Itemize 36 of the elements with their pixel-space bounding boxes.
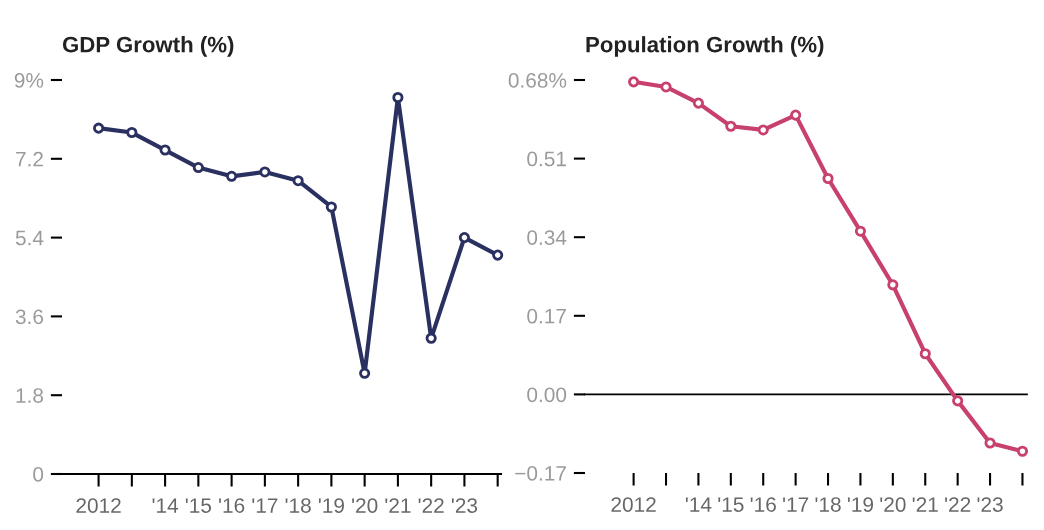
- y-tick-label: 9%: [14, 73, 44, 88]
- y-tick-label: 0.00: [527, 387, 567, 403]
- x-tick-label: '14: [152, 498, 179, 513]
- y-tick-label: 0.68%: [508, 73, 567, 88]
- x-tick-label: '22: [418, 498, 444, 513]
- x-tick-label: '22: [945, 497, 971, 512]
- x-tick-label: '19: [318, 498, 344, 513]
- y-tick-label: 7.2: [16, 151, 43, 167]
- x-tick-label: '16: [219, 498, 245, 513]
- y-tick-label: 3.6: [15, 309, 44, 325]
- x-tick-label: '21: [912, 497, 938, 512]
- x-tick-label: '20: [880, 497, 906, 512]
- y-tick-label: 5.4: [15, 230, 44, 246]
- x-tick-label: '21: [385, 498, 411, 513]
- y-tick-label: 0.51: [527, 151, 566, 167]
- x-tick-label: '16: [750, 497, 776, 512]
- x-tick-label: 2012: [611, 497, 656, 512]
- y-tick-label: 0.17: [527, 308, 566, 324]
- chart-title: GDP Growth (%): [62, 36, 234, 57]
- x-tick-label: 2012: [76, 498, 121, 513]
- y-tick-label: −0.17: [515, 466, 566, 481]
- x-tick-label: '23: [451, 498, 478, 513]
- x-tick-label: '23: [977, 497, 1003, 512]
- x-tick-label: '19: [847, 497, 874, 512]
- x-tick-label: '18: [815, 497, 841, 512]
- y-tick-label: 0.34: [527, 230, 567, 245]
- x-tick-label: '17: [783, 497, 809, 512]
- y-tick-label: 1.8: [16, 388, 44, 403]
- y-tick-label: 0: [33, 467, 44, 482]
- x-tick-label: '15: [185, 498, 212, 513]
- x-tick-label: '20: [352, 498, 378, 513]
- x-tick-label: '15: [718, 497, 744, 512]
- x-tick-label: '18: [285, 498, 311, 513]
- x-tick-label: '14: [685, 497, 712, 512]
- x-tick-label: '17: [252, 498, 278, 513]
- chart-title: Population Growth (%): [586, 36, 824, 57]
